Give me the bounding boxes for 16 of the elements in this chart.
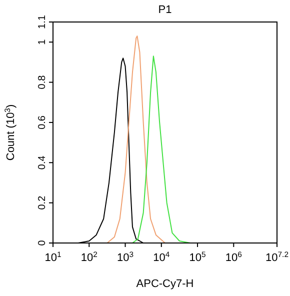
chart-title: P1 (158, 4, 172, 16)
x-tick-label: 10$^{7.2}$ (266, 250, 288, 264)
y-tick-label: 1.1 (37, 14, 48, 29)
y-tick-label: 0 (37, 240, 48, 246)
x-tick-label: 10$^{4}$ (153, 250, 170, 264)
x-tick-label: 10$^{3}$ (116, 250, 134, 264)
y-tick-label: 0.8 (37, 74, 48, 90)
x-tick-label: 10$^{2}$ (80, 250, 98, 264)
x-tick-label: 10$^{5}$ (189, 250, 206, 264)
y-tick-label: 1 (37, 38, 48, 45)
y-tick-label: 0.6 (37, 115, 48, 130)
y-tick-label: 0.4 (37, 155, 48, 170)
x-tick-label: 10$^{6}$ (225, 250, 242, 264)
y-tick-label: 0.2 (37, 195, 48, 210)
x-axis-title: APC-Cy7-H (136, 278, 194, 290)
x-tick-label: 10$^{1}$ (44, 250, 62, 264)
